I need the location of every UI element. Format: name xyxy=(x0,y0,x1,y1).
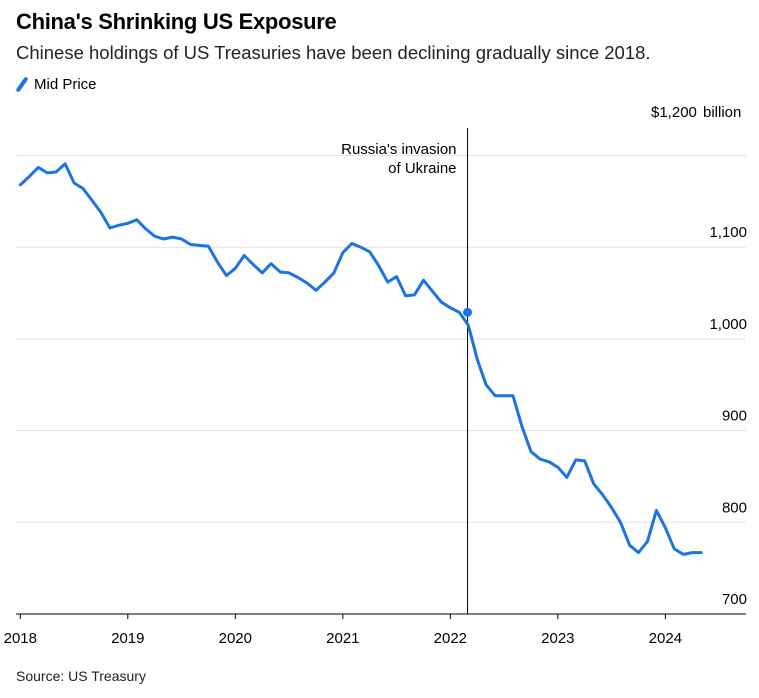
annotation-text-line-2: of Ukraine xyxy=(388,160,456,177)
y-tick-label-800: 800 xyxy=(722,499,747,516)
legend-label-mid-price: Mid Price xyxy=(34,76,97,93)
x-tick-label-2023: 2023 xyxy=(541,630,574,647)
x-tick-label-2021: 2021 xyxy=(326,630,359,647)
x-tick-label-2019: 2019 xyxy=(111,630,144,647)
y-tick-label-1200: $1,200 xyxy=(651,104,697,121)
legend: Mid Price xyxy=(15,76,97,93)
x-tick-label-2018: 2018 xyxy=(4,630,37,647)
y-tick-label-900: 900 xyxy=(722,408,747,425)
y-tick-label-1100: 1,100 xyxy=(709,224,747,241)
y-axis-unit-label: billion xyxy=(703,104,741,121)
y-tick-label-1000: 1,000 xyxy=(709,316,747,333)
y-tick-label-700: 700 xyxy=(722,591,747,608)
x-tick-label-2022: 2022 xyxy=(434,630,467,647)
x-tick-label-2020: 2020 xyxy=(219,630,252,647)
annotation-marker-dot xyxy=(463,307,473,317)
x-tick-label-2024: 2024 xyxy=(649,630,682,647)
chart-subtitle: Chinese holdings of US Treasuries have b… xyxy=(16,42,651,63)
source-note: Source: US Treasury xyxy=(16,668,146,684)
chart-title: China's Shrinking US Exposure xyxy=(16,9,337,34)
annotation-text-line-1: Russia's invasion xyxy=(341,141,456,158)
series-line-mid-price xyxy=(18,162,703,556)
